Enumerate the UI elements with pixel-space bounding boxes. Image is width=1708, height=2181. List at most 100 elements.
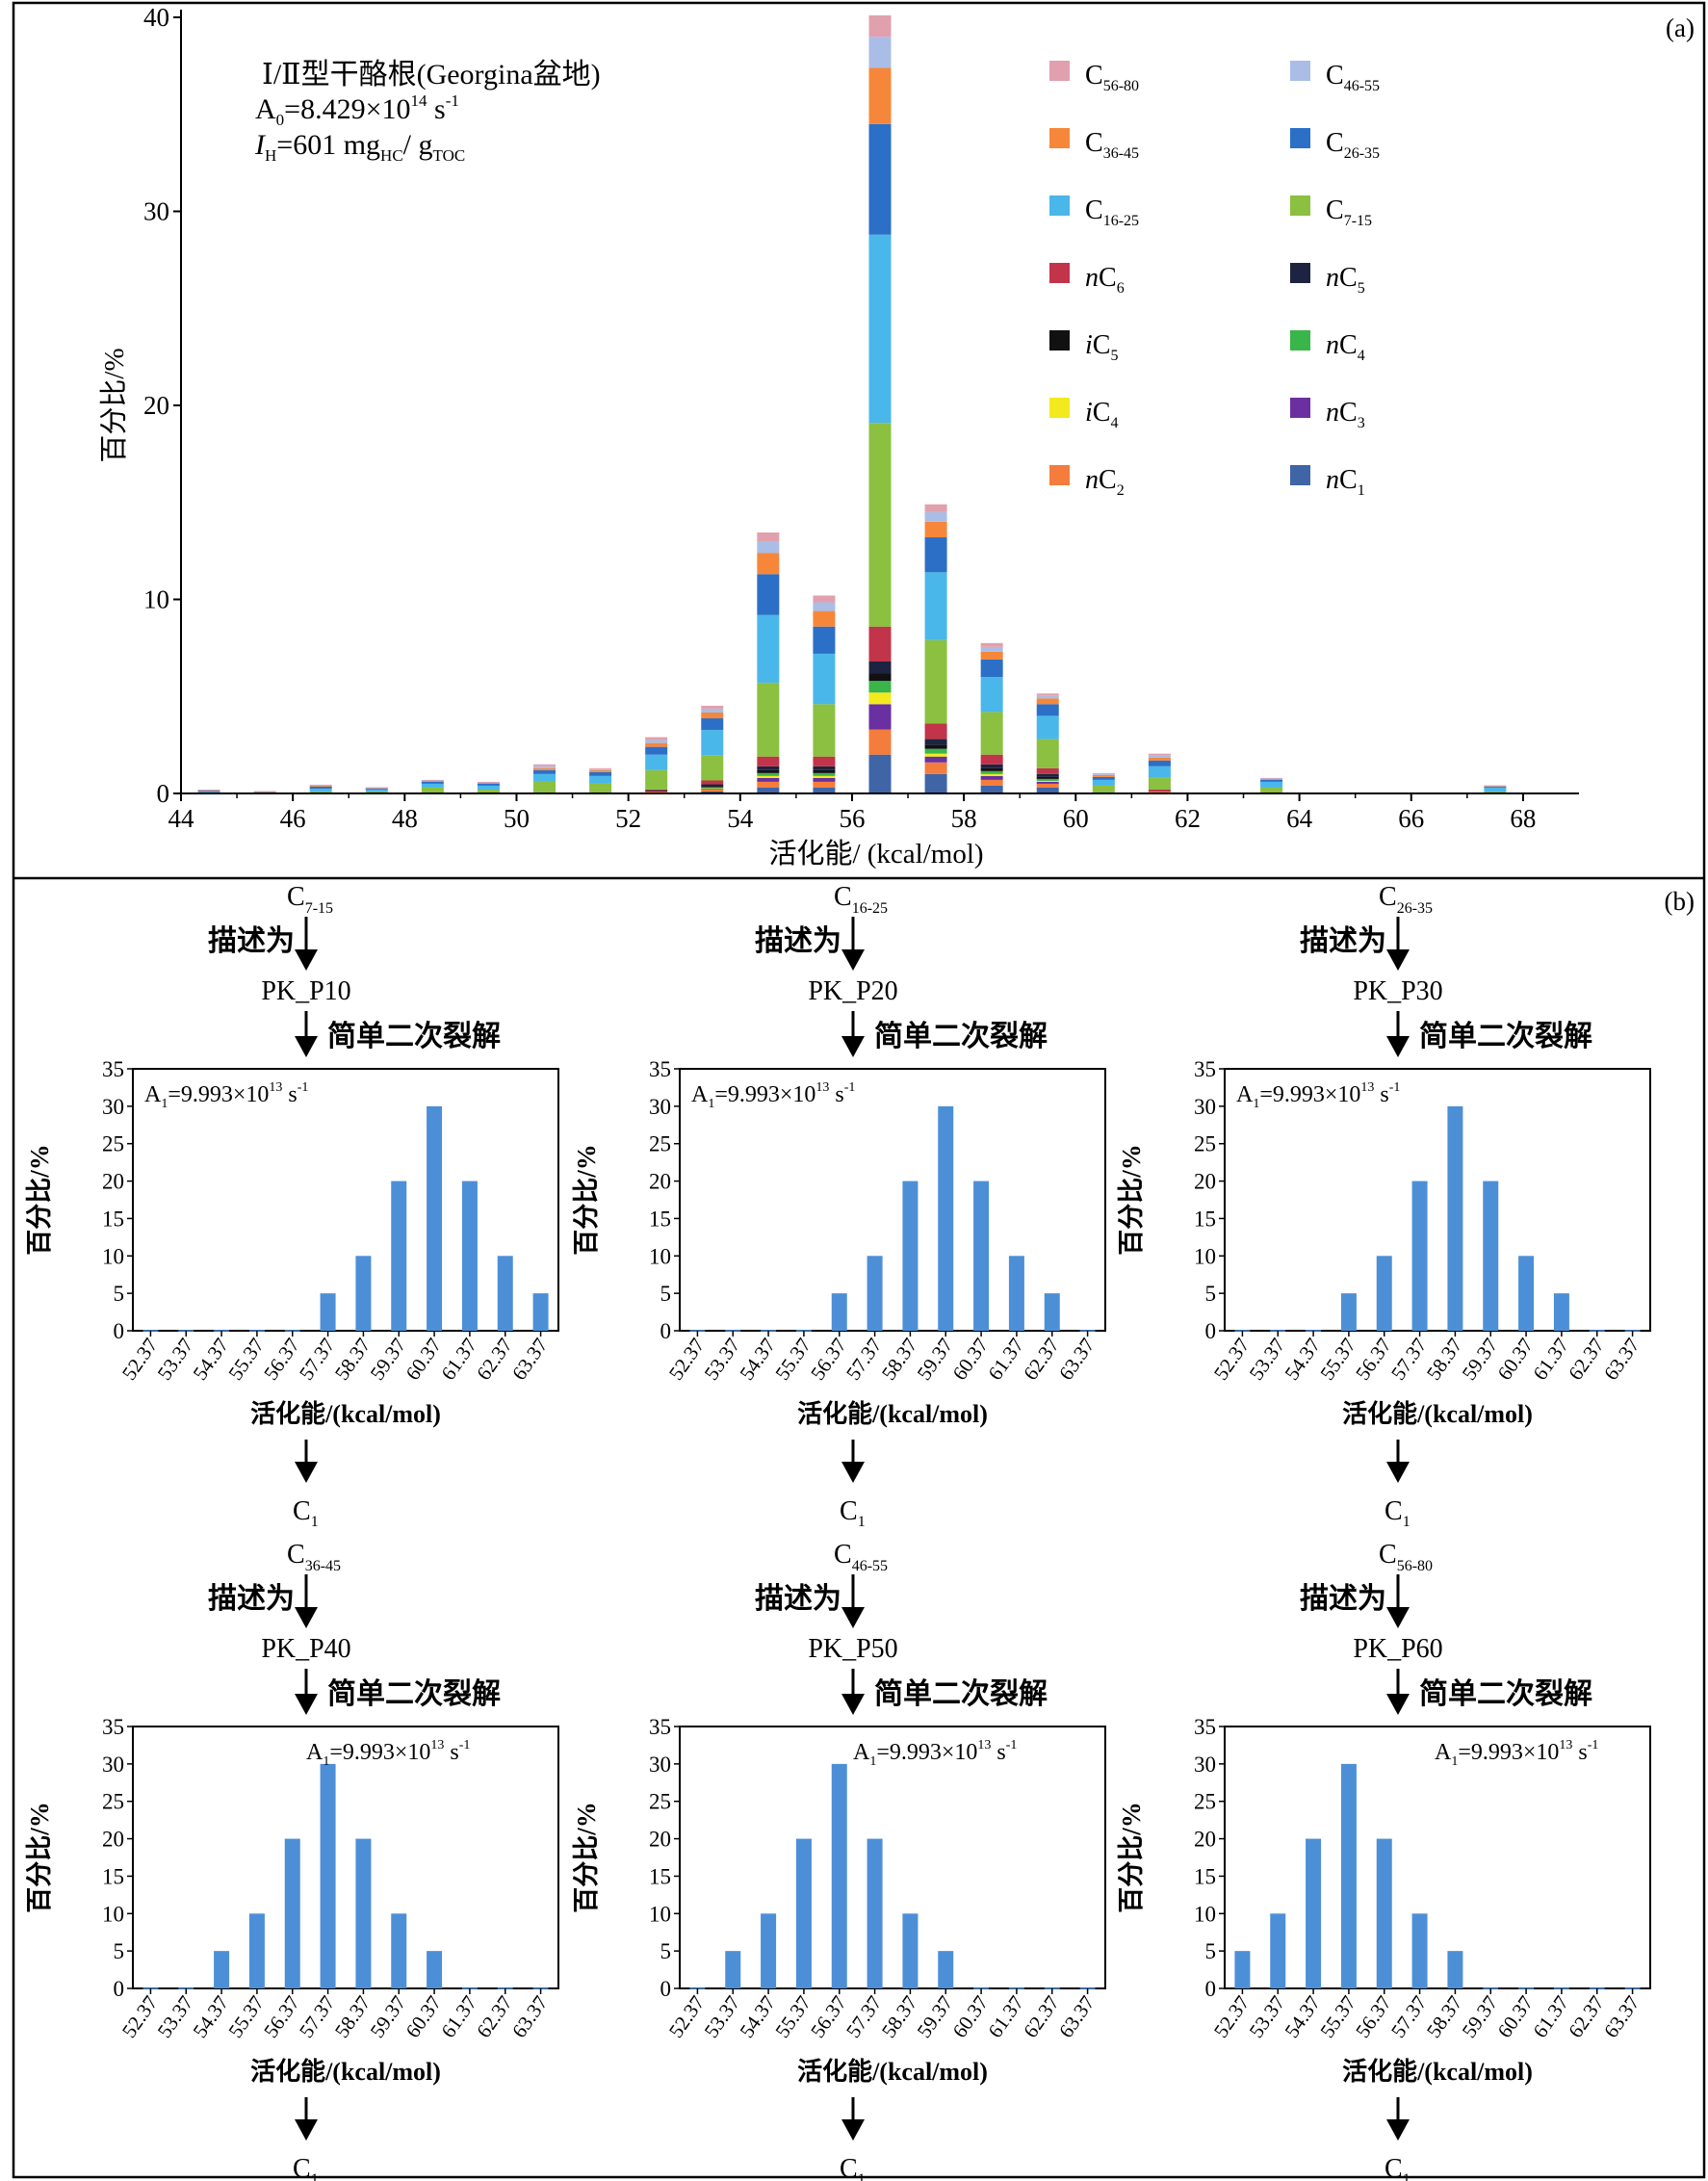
y-tick-label: 35 bbox=[102, 1057, 124, 1081]
y-tick-label: 40 bbox=[143, 3, 169, 32]
flow-arrow-head bbox=[1386, 1036, 1410, 1057]
legend-label-main: C bbox=[1085, 61, 1103, 91]
kinetic-model-name: PK_P40 bbox=[261, 1634, 350, 1664]
a0-unit-exp: -1 bbox=[446, 91, 459, 110]
y-tick-label: 35 bbox=[1194, 1057, 1216, 1081]
source-label-main: C bbox=[287, 1540, 305, 1570]
flow-arrow-head bbox=[841, 1694, 865, 1715]
bar-segment bbox=[701, 789, 724, 792]
legend-swatch bbox=[1290, 128, 1310, 148]
bar-segment bbox=[533, 766, 556, 768]
legend-item: C7-15 bbox=[1290, 195, 1372, 229]
legend-label-main: C bbox=[1326, 128, 1344, 158]
ih-sub-toc: TOC bbox=[433, 146, 466, 165]
source-label-sub: 7-15 bbox=[305, 900, 333, 917]
legend-label-main: C bbox=[1093, 398, 1111, 428]
legend-label-main: C bbox=[1326, 61, 1344, 91]
x-tick-label: 50 bbox=[504, 804, 530, 833]
source-label-main: C bbox=[287, 882, 305, 912]
bar-segment bbox=[1148, 755, 1171, 758]
flow-arrow-head bbox=[1386, 1694, 1410, 1715]
panel-a-label: (a) bbox=[1666, 13, 1695, 42]
legend-swatch bbox=[1049, 398, 1070, 418]
bar-segment bbox=[757, 683, 780, 757]
distribution-bar bbox=[1518, 1256, 1535, 1331]
source-fraction-label: C46-55 bbox=[834, 1540, 888, 1574]
x-tick-label: 55.37 bbox=[770, 1991, 815, 2041]
distribution-bar bbox=[214, 1951, 230, 1988]
bar-segment bbox=[924, 504, 947, 512]
bar-segment bbox=[868, 681, 892, 693]
legend-label-sub: 46-55 bbox=[1344, 78, 1380, 94]
describe-as-label: 描述为 bbox=[1300, 925, 1386, 957]
bar-segment bbox=[1036, 787, 1059, 793]
bar-segment bbox=[813, 595, 836, 603]
bar-segment bbox=[477, 789, 500, 793]
a1-unit: s bbox=[829, 1082, 843, 1107]
x-tick-label: 55.37 bbox=[223, 1991, 269, 2041]
bar-segment bbox=[1260, 779, 1283, 782]
kinetic-model-name: PK_P10 bbox=[261, 976, 350, 1006]
product-label-sub: 1 bbox=[858, 1514, 866, 1530]
a1-sub: 1 bbox=[323, 1754, 329, 1769]
a1-value: =9.993×10 bbox=[1458, 1740, 1559, 1765]
x-tick-label: 60.37 bbox=[401, 1334, 446, 1384]
legend-item: C46-55 bbox=[1290, 61, 1380, 94]
a1-unit-exp: -1 bbox=[459, 1738, 471, 1753]
bar-segment bbox=[813, 772, 836, 776]
ih-sub-hc: HC bbox=[380, 146, 403, 165]
distribution-bar bbox=[1411, 1181, 1428, 1331]
bar-segment bbox=[924, 639, 947, 724]
x-tick-label: 60 bbox=[1063, 804, 1089, 833]
x-tick-label: 53.37 bbox=[700, 1334, 745, 1384]
legend-swatch bbox=[1290, 398, 1310, 418]
bar-segment bbox=[757, 769, 780, 773]
bar-segment bbox=[1148, 777, 1171, 790]
source-label-main: C bbox=[834, 1540, 852, 1570]
distribution-bar bbox=[1270, 1913, 1286, 1988]
bar-segment bbox=[980, 754, 1003, 765]
a1-annotation: A1=9.993×1013 s-1 bbox=[1236, 1080, 1400, 1111]
bar-segment bbox=[757, 553, 780, 575]
bar-segment bbox=[477, 781, 500, 783]
x-axis-title: 活化能/ (kcal/mol) bbox=[768, 838, 983, 870]
y-tick-label: 35 bbox=[1194, 1715, 1216, 1739]
source-label-main: C bbox=[834, 882, 852, 912]
source-label-sub: 26-35 bbox=[1397, 900, 1433, 917]
bar-segment bbox=[1036, 715, 1059, 740]
source-fraction-label: C16-25 bbox=[834, 882, 888, 917]
legend-label-main: C bbox=[1099, 465, 1117, 495]
legend-label-sub: 7-15 bbox=[1344, 213, 1372, 229]
ih-slash: / g bbox=[403, 129, 433, 161]
x-tick-label: 63.37 bbox=[507, 1991, 553, 2041]
bar-segment bbox=[868, 673, 892, 682]
bar-segment bbox=[868, 754, 892, 793]
legend-label: nC1 bbox=[1326, 465, 1365, 499]
bar-segment bbox=[1036, 778, 1059, 781]
bar-segment bbox=[813, 653, 836, 705]
bar-segment bbox=[1092, 772, 1115, 774]
distribution-chart-3: 52.3753.3754.3755.3756.3757.3758.3759.37… bbox=[1117, 1057, 1651, 1428]
legend-label-sub: 26-35 bbox=[1344, 145, 1380, 162]
legend-item: nC6 bbox=[1049, 263, 1125, 297]
bar-segment bbox=[477, 782, 500, 784]
a1-annotation: A1=9.993×1013 s-1 bbox=[306, 1738, 470, 1769]
y-tick-label: 20 bbox=[143, 391, 169, 420]
x-tick-label: 63.37 bbox=[507, 1334, 553, 1384]
bar-segment bbox=[701, 780, 724, 785]
bar-segment bbox=[701, 730, 724, 756]
x-tick-label: 56.37 bbox=[806, 1991, 851, 2041]
legend-swatch bbox=[1049, 263, 1070, 283]
bar-segment bbox=[701, 791, 724, 793]
a1-prefix: A bbox=[1435, 1740, 1452, 1765]
distribution-bar bbox=[1306, 1838, 1322, 1988]
bar-segment bbox=[980, 764, 1003, 768]
source-label-sub: 36-45 bbox=[305, 1558, 341, 1574]
x-tick-label: 66 bbox=[1398, 804, 1424, 833]
a0-text: A0=8.429×1014 s-1 bbox=[255, 91, 459, 129]
product-label-sub: 1 bbox=[1403, 2171, 1410, 2181]
a0-unit: s bbox=[427, 93, 446, 125]
distribution-bar bbox=[973, 1181, 990, 1331]
kinetic-model-name: PK_P30 bbox=[1353, 976, 1442, 1006]
y-tick-label: 25 bbox=[102, 1790, 124, 1814]
